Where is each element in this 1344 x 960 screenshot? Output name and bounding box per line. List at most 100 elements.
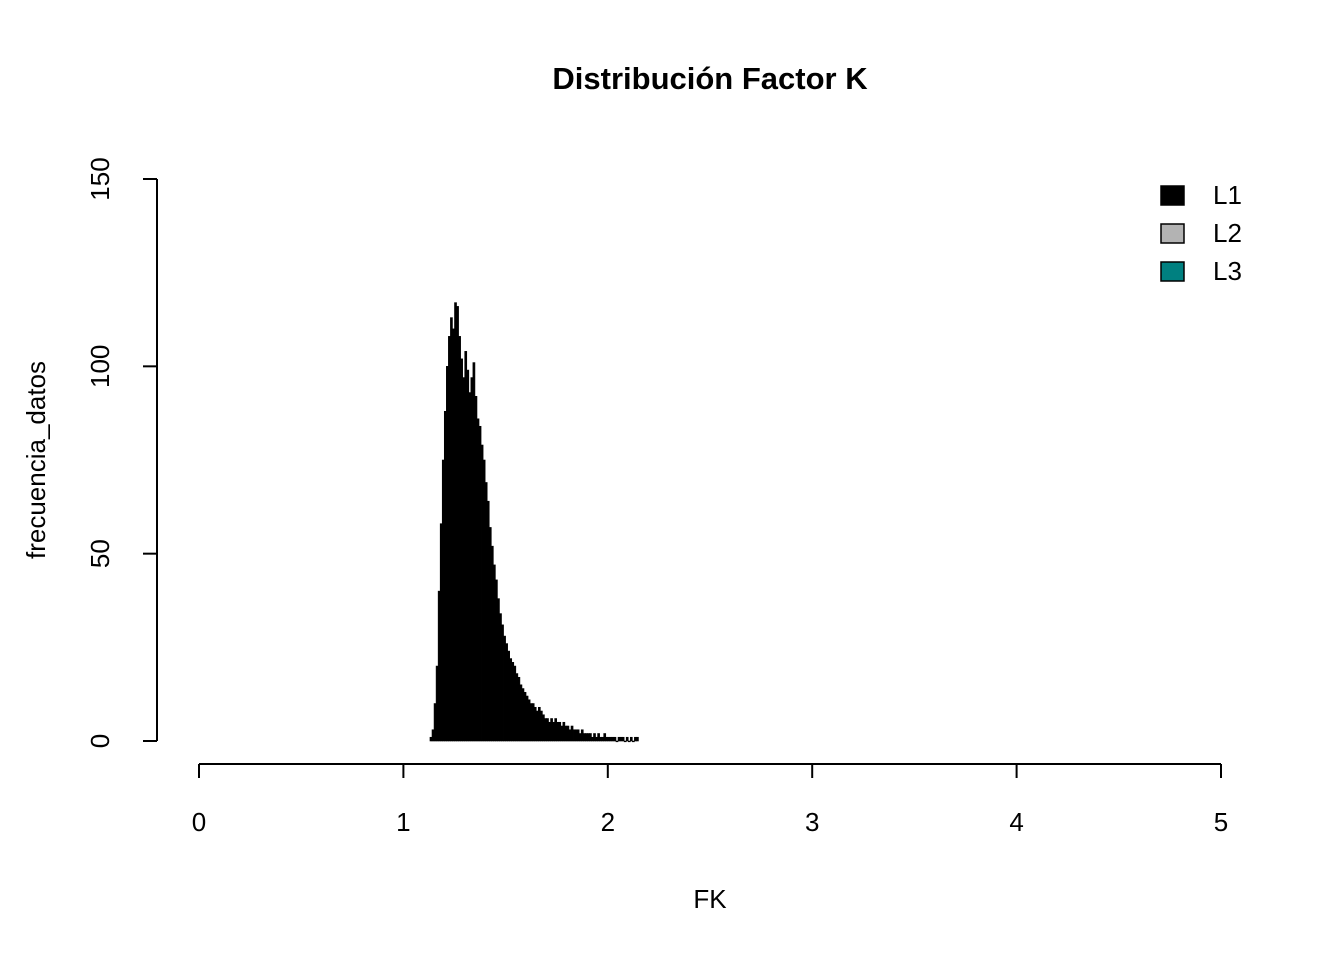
histogram-bar <box>601 736 605 742</box>
histogram-bar <box>589 733 592 742</box>
chart-title: Distribución Factor K <box>552 61 868 96</box>
histogram-bar <box>468 392 472 742</box>
histogram-bar <box>521 688 525 742</box>
histogram-bar <box>448 336 451 742</box>
histogram-bar <box>593 733 596 742</box>
histogram-bar <box>446 366 449 742</box>
y-tick-label: 0 <box>85 734 115 748</box>
histogram-bar <box>431 729 435 742</box>
histogram-bar <box>621 736 625 742</box>
histogram-bar <box>454 302 457 742</box>
histogram-bar <box>507 650 510 742</box>
histogram-bar <box>435 665 439 742</box>
histogram-bar <box>578 733 582 742</box>
histogram-bar <box>585 733 588 742</box>
histogram-bar <box>629 736 633 742</box>
histogram-bar <box>627 740 631 743</box>
histogram-bar <box>566 725 570 742</box>
histogram-bar <box>634 736 637 742</box>
histogram-bar <box>597 733 600 742</box>
x-tick-label: 0 <box>192 807 206 837</box>
histogram-bar <box>490 545 494 742</box>
histogram-bar <box>609 736 613 742</box>
histogram-bar <box>636 736 639 742</box>
histogram-bar <box>478 425 482 742</box>
histogram-bar <box>533 706 537 742</box>
histogram-bar <box>587 733 590 742</box>
histogram-bar <box>474 396 478 742</box>
legend-label: L2 <box>1213 218 1242 248</box>
histogram-bar <box>437 590 441 742</box>
legend-swatch <box>1160 261 1185 282</box>
histogram-bar <box>615 740 619 743</box>
histogram-bar <box>572 729 576 742</box>
x-tick-label: 1 <box>396 807 410 837</box>
x-tick-label: 5 <box>1214 807 1228 837</box>
histogram-bar <box>576 729 580 742</box>
histogram-bar <box>560 725 564 742</box>
histogram-bar <box>552 721 555 742</box>
histogram-bar <box>574 729 578 742</box>
histogram-bar <box>458 336 461 742</box>
histogram-bar <box>515 673 519 742</box>
histogram-bar <box>509 658 513 742</box>
legend-swatch <box>1160 223 1185 244</box>
histogram-bar <box>550 718 553 742</box>
histogram-bar <box>513 665 517 742</box>
histogram-bar <box>456 306 459 742</box>
histogram-bar <box>611 736 615 742</box>
histogram-bar <box>493 564 496 742</box>
histogram-bar <box>619 736 623 742</box>
histogram-bar <box>529 703 533 742</box>
x-axis-label: FK <box>693 884 727 914</box>
y-tick-label: 150 <box>85 157 115 200</box>
histogram-bar <box>523 691 527 742</box>
histogram-bar <box>538 706 541 742</box>
histogram-bar <box>497 598 500 742</box>
histogram-bar <box>517 677 521 742</box>
histogram-bar <box>519 684 523 742</box>
histogram-bar <box>605 736 609 742</box>
histogram-bar <box>503 635 506 742</box>
histogram-bar <box>535 710 539 742</box>
legend-swatch <box>1160 185 1185 206</box>
histogram-bar <box>466 369 470 742</box>
histogram-bar <box>617 736 621 742</box>
histogram-bar <box>595 736 598 742</box>
histogram-bar <box>433 703 437 742</box>
histogram-bar <box>429 736 433 742</box>
histogram-bar <box>568 729 572 742</box>
histogram-bar <box>525 695 529 742</box>
histogram-bar <box>439 523 443 742</box>
histogram-bar <box>570 725 574 742</box>
histogram-bar <box>607 736 611 742</box>
histogram-bar <box>599 736 602 742</box>
histogram-bar <box>470 377 474 742</box>
histogram-bar <box>544 718 547 742</box>
histogram-bar <box>556 721 560 742</box>
histogram-bar <box>582 733 586 742</box>
x-tick-label: 2 <box>601 807 615 837</box>
histogram-bar <box>482 459 486 742</box>
histogram-bar <box>580 729 584 742</box>
histogram-bar <box>531 703 535 742</box>
histogram-bar <box>511 662 515 742</box>
histogram-bar <box>542 714 545 742</box>
histogram-bar <box>443 410 447 742</box>
histogram-bar <box>501 624 504 742</box>
histogram-bar <box>564 725 568 742</box>
histogram-bar <box>450 317 453 742</box>
histogram-bar <box>484 482 488 742</box>
histogram-bar <box>488 527 492 742</box>
histogram-bar <box>540 710 543 742</box>
histogram-bar <box>452 328 455 742</box>
legend-label: L3 <box>1213 256 1242 286</box>
legend-label: L1 <box>1213 180 1242 210</box>
histogram-bar <box>623 740 627 743</box>
histogram-bar <box>562 721 566 742</box>
histogram-bar <box>480 444 484 742</box>
histogram-bar <box>476 418 480 742</box>
histogram-bar <box>546 718 549 742</box>
histogram-bar <box>591 736 594 742</box>
